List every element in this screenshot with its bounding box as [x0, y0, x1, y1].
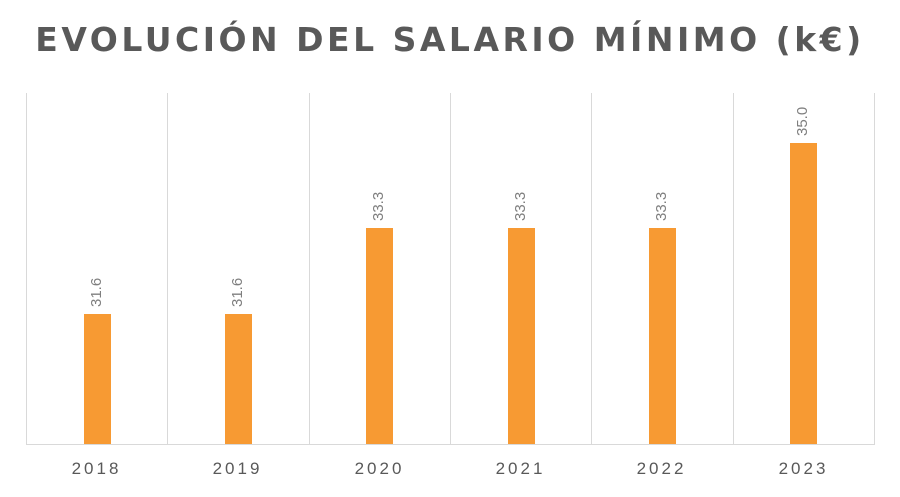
- gridline: [309, 93, 310, 445]
- x-tick-label: 2023: [778, 459, 829, 478]
- bar-2022: [649, 228, 676, 444]
- gridline: [450, 93, 451, 445]
- chart-title: EVOLUCIÓN DEL SALARIO MÍNIMO (k€): [35, 20, 865, 59]
- x-tick-label: 2018: [71, 459, 122, 478]
- plot-area: 31.6 31.6 33.3 33.3 33.3 35.0: [26, 93, 875, 445]
- data-label: 35.0: [794, 106, 811, 136]
- gridline: [733, 93, 734, 445]
- gridline: [26, 93, 27, 445]
- gridline: [874, 93, 875, 445]
- data-label: 31.6: [88, 277, 105, 307]
- data-label: 33.3: [370, 191, 387, 221]
- data-label: 31.6: [229, 277, 246, 307]
- x-tick-label: 2022: [636, 459, 687, 478]
- data-label: 33.3: [512, 191, 529, 221]
- data-label: 33.3: [653, 191, 670, 221]
- x-tick-label: 2019: [212, 459, 263, 478]
- x-tick-label: 2021: [495, 459, 546, 478]
- gridline: [591, 93, 592, 445]
- bar-2019: [225, 314, 252, 444]
- bar-2018: [84, 314, 111, 444]
- bar-2020: [366, 228, 393, 444]
- bar-2021: [508, 228, 535, 444]
- bar-2023: [790, 143, 817, 444]
- gridline: [167, 93, 168, 445]
- x-tick-label: 2020: [354, 459, 405, 478]
